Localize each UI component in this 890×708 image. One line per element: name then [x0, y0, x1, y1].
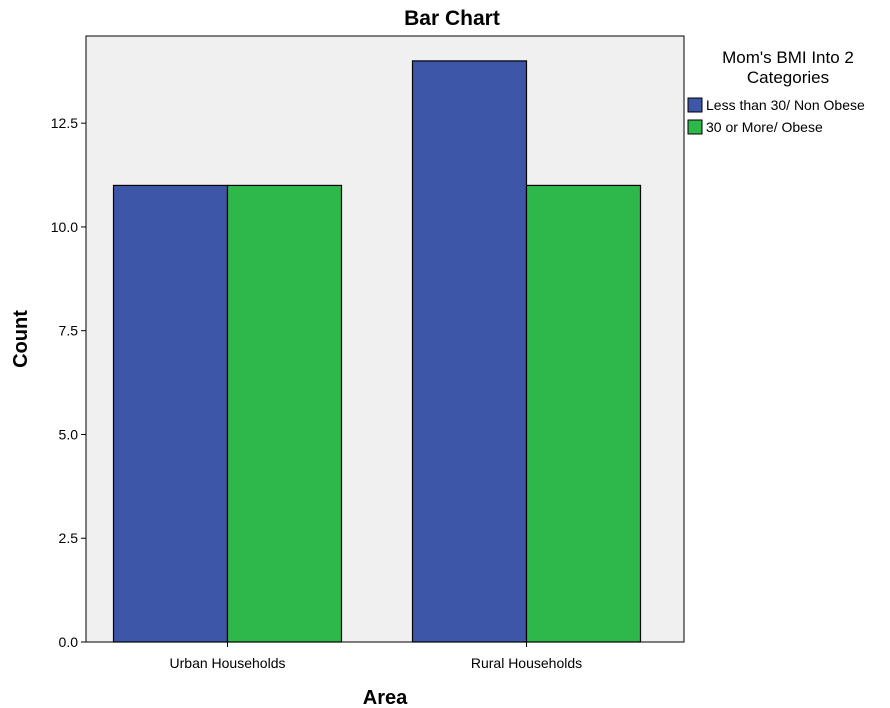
bar-urban-households-series-1 [112, 184, 229, 643]
y-axis: 0.0 2.5 5.0 7.5 10.0 12.5 [51, 115, 86, 650]
legend: Mom's BMI Into 2 Categories Less than 30… [687, 48, 865, 135]
bar-urban-households-series-2 [226, 184, 343, 643]
bar-rural-households-series-1 [411, 60, 528, 643]
legend-swatch [687, 97, 703, 113]
bar-rural-households-series-2 [525, 184, 642, 643]
y-tick-label: 5.0 [59, 426, 79, 442]
y-axis-label: Count [10, 310, 32, 368]
legend-label: 30 or More/ Obese [706, 119, 823, 135]
y-tick-label: 10.0 [51, 219, 78, 235]
legend-title-line2: Categories [747, 68, 829, 87]
x-axis-label: Area [363, 687, 408, 708]
chart-title: Bar Chart [404, 7, 500, 30]
bars-group [112, 60, 642, 643]
y-tick-label: 12.5 [51, 115, 78, 131]
x-axis: Urban Households Rural Households [170, 642, 582, 671]
x-tick-label: Rural Households [471, 655, 582, 671]
legend-label: Less than 30/ Non Obese [706, 97, 865, 113]
x-tick-label: Urban Households [170, 655, 286, 671]
legend-items: Less than 30/ Non Obese 30 or More/ Obese [687, 97, 865, 135]
legend-title-line1: Mom's BMI Into 2 [722, 48, 854, 67]
y-tick-label: 2.5 [59, 530, 79, 546]
legend-swatch [687, 119, 703, 135]
y-tick-label: 0.0 [59, 634, 79, 650]
y-tick-label: 7.5 [59, 323, 79, 339]
